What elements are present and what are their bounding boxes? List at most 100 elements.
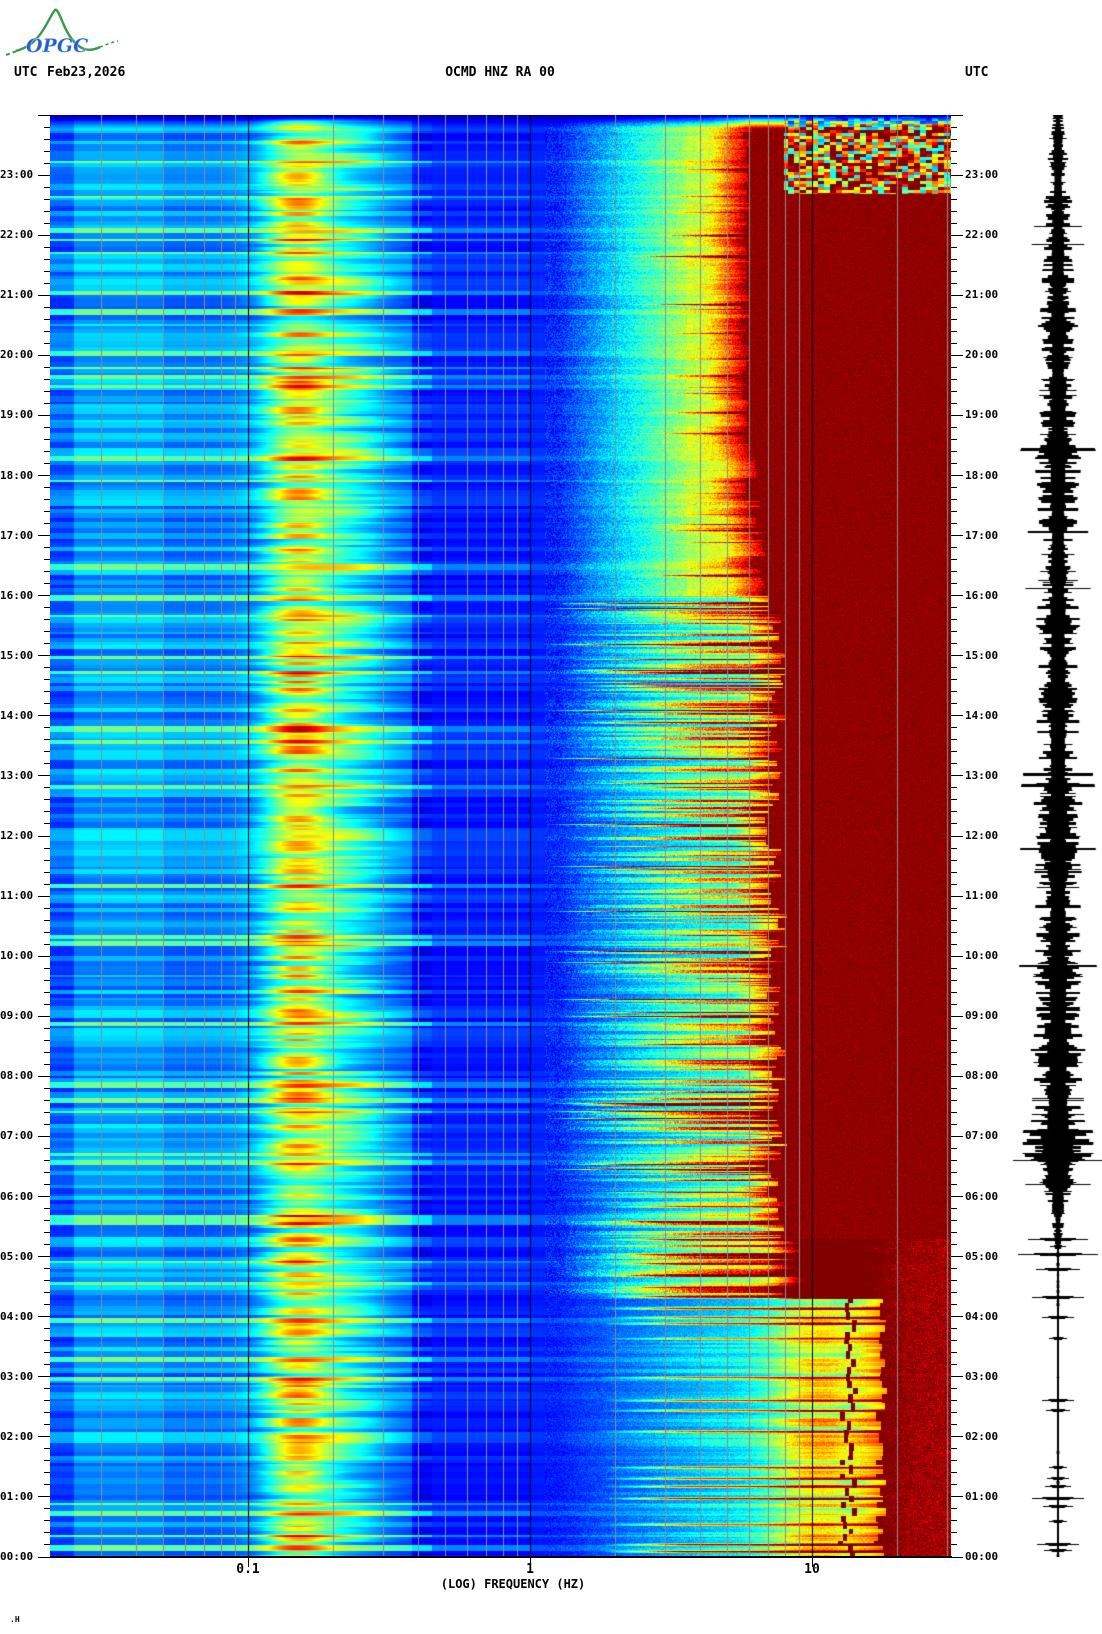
y-axis-tick-right [951,739,957,741]
header-utc-right: UTC [965,65,989,80]
y-axis-tick-left [44,1412,50,1414]
y-axis-tick-right [951,1075,963,1077]
logo-mountain-dash-right [99,40,119,48]
time-label-left: 15:00 [0,648,34,662]
y-axis-tick-left [38,775,50,777]
time-label-left: 12:00 [0,829,34,842]
y-axis-tick-right [951,282,957,284]
y-axis-tick-right [951,1556,963,1558]
y-axis-tick-left [44,222,50,224]
y-axis-tick-right [951,655,963,657]
y-axis-tick-right [951,174,963,176]
y-axis-tick-right [951,1111,957,1113]
y-axis-tick-right [951,270,957,272]
x-axis-tick [248,1558,249,1567]
y-axis-tick-right [951,1364,957,1366]
y-axis-tick-left [44,547,50,549]
y-axis-tick-right [951,1171,957,1173]
time-label-left: 13:00 [0,768,34,782]
time-label-left: 17:00 [0,528,34,542]
time-label-left: 01:00 [0,1489,34,1503]
x-axis-tick [812,1558,813,1567]
y-axis-tick-right [951,1424,957,1426]
time-label-left: 11:00 [0,889,34,903]
y-axis-tick-left [44,487,50,489]
y-axis-tick-left [38,1196,50,1197]
time-label-left: 08:00 [0,1069,34,1083]
y-axis-tick-right [951,1220,957,1222]
y-axis-tick-right [951,727,957,729]
y-axis-tick-left [38,955,50,957]
y-axis-tick-right [951,1484,957,1486]
y-axis-tick-left [44,1532,50,1534]
y-axis-tick-left [44,1147,50,1149]
y-axis-tick-right [951,619,957,621]
y-axis-tick-right [951,1460,957,1462]
y-axis-tick-left [44,1304,50,1306]
y-axis-tick-right [951,703,957,705]
y-axis-tick-right [951,378,957,380]
y-axis-tick-right [951,1280,957,1282]
y-axis-tick-right [951,919,957,921]
y-axis-tick-left [44,883,50,885]
y-axis-tick-left [44,1123,50,1125]
y-axis-tick-left [44,1460,50,1462]
y-axis-tick-left [44,1508,50,1510]
y-axis-tick-right [951,114,963,116]
y-axis-tick-right [951,450,957,452]
y-axis-tick-right [951,366,957,368]
time-label-left: 09:00 [0,1009,34,1023]
y-axis-tick-right [951,895,963,897]
time-label-right: 03:00 [965,1369,999,1383]
y-axis-tick-right [951,847,957,849]
y-axis-tick-right [951,1316,963,1318]
y-axis-tick-left [44,847,50,849]
y-axis-tick-right [951,1063,957,1065]
y-axis-tick-left [38,535,50,537]
y-axis-tick-right [951,943,957,945]
y-axis-tick-left [44,1280,50,1282]
time-label-right: 19:00 [965,408,999,422]
y-axis-tick-left [44,438,50,440]
y-axis-tick-left [38,1376,50,1378]
y-axis-tick-left [38,1496,50,1498]
y-axis-tick-left [38,414,50,416]
logo-text: OPGC [26,35,88,57]
y-axis-tick-right [951,1256,963,1258]
y-axis-tick-left [44,859,50,861]
time-label-right: 09:00 [965,1009,999,1023]
y-axis-tick-left [44,1063,50,1065]
y-axis-tick-right [951,318,957,320]
y-axis-tick-left [44,931,50,933]
y-axis-tick-left [44,162,50,164]
y-axis-tick-left [44,679,50,681]
y-axis-tick-right [951,631,957,633]
y-axis-tick-left [44,523,50,525]
y-axis-tick-right [951,955,963,957]
time-label-right: 01:00 [965,1489,999,1503]
y-axis-tick-left [44,1388,50,1390]
y-axis-tick-left [44,126,50,128]
y-axis-tick-left [44,378,50,380]
y-axis-tick-left [44,667,50,669]
y-axis-tick-right [951,210,957,212]
y-axis-tick-right [951,607,957,609]
freq-tick-label: 1 [526,1562,534,1577]
y-axis-tick-left [44,907,50,909]
y-axis-tick-right [951,354,963,356]
y-axis-tick-left [44,306,50,308]
y-axis-tick-right [951,1147,957,1149]
y-axis-tick-right [951,1520,957,1522]
y-axis-tick-left [44,1472,50,1474]
time-label-left: 14:00 [0,708,34,722]
x-axis-title: (LOG) FREQUENCY (HZ) [440,1577,586,1591]
y-axis-tick-right [951,1268,957,1270]
y-axis-tick-left [38,1256,50,1258]
y-axis-tick-right [951,859,957,861]
y-axis-tick-left [44,1364,50,1366]
y-axis-tick-right [951,390,957,392]
y-axis-tick-right [951,871,957,873]
y-axis-tick-left [38,895,50,897]
y-axis-tick-left [44,1171,50,1173]
freq-tick-label: 0.1 [236,1562,260,1577]
